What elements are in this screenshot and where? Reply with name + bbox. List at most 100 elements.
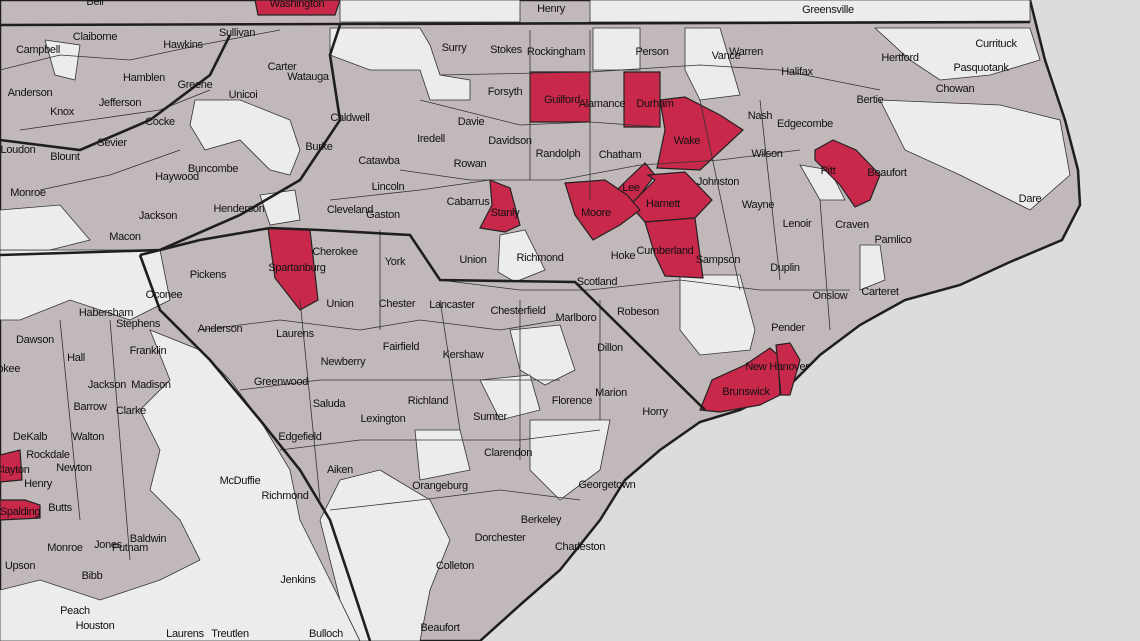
- county-clayton: [0, 449, 23, 483]
- county-label: Horry: [642, 406, 668, 418]
- county-label: Charleston: [555, 541, 605, 553]
- state-border-tn-inner: [0, 34, 232, 152]
- county-washington: [254, 0, 341, 16]
- no-data-region: [329, 27, 471, 101]
- county-pitt: [814, 139, 881, 208]
- county-label: Lee: [622, 182, 640, 194]
- county-border: [279, 429, 601, 451]
- county-label: Baldwin: [130, 533, 167, 545]
- county-label: Houston: [76, 620, 115, 632]
- county-label: Macon: [109, 231, 141, 243]
- county-borders: [0, 29, 881, 561]
- no-data-region: [0, 249, 171, 321]
- county-label: Treutlen: [211, 628, 249, 640]
- county-label: Jackson: [139, 210, 177, 222]
- county-label: Bulloch: [309, 628, 343, 640]
- no-data-region: [497, 229, 546, 283]
- no-data-areas: [0, 0, 1071, 641]
- county-label: Richmond: [516, 252, 563, 264]
- county-label: Brunswick: [722, 386, 770, 398]
- state-borders: [0, 20, 1031, 641]
- county-label: Buncombe: [188, 163, 238, 175]
- county-label: Davidson: [488, 135, 532, 147]
- county-label: Beaufort: [420, 622, 459, 634]
- county-label: Fairfield: [383, 341, 420, 353]
- state-border-nc-va: [0, 20, 1031, 27]
- county-cumberland: [644, 217, 704, 279]
- county-new-hanover: [775, 342, 801, 396]
- county-border: [819, 199, 831, 331]
- county-label: Person: [635, 46, 668, 58]
- county-label: Jefferson: [99, 97, 142, 109]
- county-label: Henry: [24, 478, 53, 490]
- county-label: Aiken: [327, 464, 353, 476]
- county-label: Sullivan: [219, 27, 255, 39]
- county-label: Pamlico: [874, 234, 911, 246]
- county-label: Monroe: [10, 187, 46, 199]
- no-data-region: [592, 27, 641, 71]
- county-label: Marlboro: [555, 312, 596, 324]
- county-label: Bertie: [857, 94, 884, 106]
- county-label: Harnett: [646, 198, 680, 210]
- county-border: [399, 149, 801, 181]
- no-data-region: [0, 329, 361, 641]
- county-label: Carteret: [861, 286, 899, 298]
- county-label: Hertford: [881, 52, 919, 64]
- county-label: Georgetown: [579, 479, 636, 491]
- county-label: Henderson: [213, 203, 264, 215]
- county-label: Wilson: [751, 148, 782, 160]
- county-label: Rockingham: [527, 46, 585, 58]
- county-label: Chesterfield: [490, 305, 545, 317]
- county-label: Franklin: [130, 345, 167, 357]
- no-data-region: [44, 39, 81, 81]
- county-border: [39, 149, 181, 191]
- county-border: [109, 319, 131, 561]
- county-label: Stephens: [116, 318, 161, 330]
- county-label: Colleton: [436, 560, 474, 572]
- no-data-region: [319, 469, 451, 641]
- county-label: Dillon: [597, 342, 623, 354]
- county-label: Hawkins: [163, 39, 203, 51]
- county-label: Claiborne: [73, 31, 118, 43]
- county-label: Hamblen: [123, 72, 165, 84]
- county-border: [329, 179, 491, 201]
- state-border-ga-sc: [138, 254, 372, 641]
- county-label: Saluda: [313, 398, 347, 410]
- county-border: [439, 279, 850, 291]
- no-data-region: [879, 99, 1071, 211]
- county-label: Nash: [748, 110, 773, 122]
- county-label: Dorchester: [475, 532, 526, 544]
- county-label: Union: [459, 254, 486, 266]
- county-label: Lenoir: [783, 218, 812, 230]
- county-label: Laurens: [276, 328, 314, 340]
- county-label: Warren: [729, 46, 763, 58]
- county-border: [419, 99, 661, 128]
- highlighted-counties: [0, 0, 881, 521]
- county-label: Halifax: [781, 66, 813, 78]
- no-data-region: [684, 27, 741, 101]
- no-data-region: [509, 324, 576, 386]
- county-label: Laurens: [166, 628, 204, 640]
- county-label: Anderson: [8, 87, 53, 99]
- county-label: Edgecombe: [777, 118, 833, 130]
- county-label: Putnam: [112, 542, 148, 554]
- county-stanly: [479, 179, 521, 233]
- county-label: Stanly: [491, 207, 521, 219]
- no-data-region: [799, 164, 846, 201]
- county-label: Madison: [131, 379, 171, 391]
- county-label: Henry: [537, 3, 566, 15]
- county-border: [439, 64, 881, 91]
- county-border: [699, 99, 741, 291]
- county-label: Craven: [835, 219, 869, 231]
- no-data-region: [873, 27, 1041, 81]
- county-label: Caldwell: [330, 112, 369, 124]
- county-label: Duplin: [770, 262, 800, 274]
- county-label: Peach: [60, 605, 90, 617]
- county-label: New Hanover: [745, 361, 809, 373]
- county-spalding: [0, 499, 41, 521]
- county-label: Oconee: [146, 289, 183, 301]
- county-border: [59, 319, 81, 521]
- county-label: Spalding: [0, 506, 40, 518]
- no-data-region: [859, 244, 886, 291]
